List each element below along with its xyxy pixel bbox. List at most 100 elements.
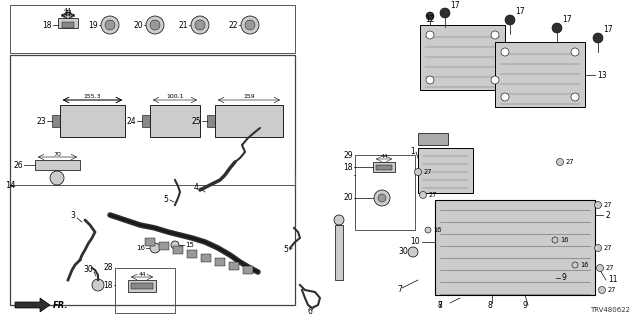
- Text: 18: 18: [104, 281, 113, 290]
- Bar: [187, 250, 197, 258]
- Circle shape: [92, 279, 104, 291]
- Bar: [207, 115, 215, 127]
- Bar: [62, 22, 74, 28]
- Circle shape: [425, 227, 431, 233]
- Bar: [115, 268, 175, 313]
- Text: 16: 16: [136, 245, 145, 251]
- Circle shape: [374, 190, 390, 206]
- Circle shape: [245, 20, 255, 30]
- Circle shape: [426, 76, 434, 84]
- Text: 44: 44: [64, 11, 72, 15]
- Text: 13: 13: [597, 70, 607, 79]
- Text: 4: 4: [193, 183, 198, 193]
- Text: 30: 30: [83, 266, 93, 275]
- Text: 11: 11: [608, 276, 618, 284]
- Polygon shape: [15, 298, 50, 312]
- Bar: [420, 25, 505, 90]
- Text: 5: 5: [283, 245, 288, 254]
- Text: 44: 44: [64, 12, 72, 18]
- Text: 27: 27: [606, 265, 614, 271]
- Text: 27: 27: [424, 169, 433, 175]
- Bar: [150, 105, 200, 137]
- Text: 5: 5: [163, 196, 168, 204]
- Bar: [215, 258, 225, 266]
- Bar: [215, 105, 283, 137]
- Text: 16: 16: [580, 262, 588, 268]
- Circle shape: [426, 12, 434, 20]
- Text: 12: 12: [425, 15, 435, 25]
- Bar: [243, 266, 253, 274]
- Circle shape: [491, 31, 499, 39]
- Circle shape: [426, 31, 434, 39]
- Text: 2: 2: [605, 211, 610, 220]
- Circle shape: [150, 243, 160, 253]
- Circle shape: [378, 194, 386, 202]
- Text: 16: 16: [560, 237, 568, 243]
- Circle shape: [552, 237, 558, 243]
- Circle shape: [501, 93, 509, 101]
- Text: 155.3: 155.3: [83, 94, 101, 100]
- Circle shape: [440, 8, 450, 18]
- Text: 14: 14: [5, 180, 15, 189]
- Bar: [52, 115, 60, 127]
- Circle shape: [595, 202, 602, 209]
- Text: 26: 26: [13, 161, 23, 170]
- Text: 17: 17: [603, 26, 612, 35]
- Circle shape: [557, 158, 563, 165]
- Text: 21: 21: [179, 20, 188, 29]
- Text: 15: 15: [185, 242, 194, 248]
- Text: 44: 44: [380, 155, 388, 159]
- Text: 7: 7: [438, 300, 442, 309]
- Text: 30: 30: [398, 247, 408, 257]
- Bar: [131, 283, 153, 289]
- Text: 1: 1: [410, 148, 415, 156]
- Text: 9: 9: [562, 274, 567, 283]
- Text: 22: 22: [228, 20, 238, 29]
- Text: 25: 25: [191, 116, 201, 125]
- Bar: [35, 160, 80, 170]
- Circle shape: [598, 286, 605, 293]
- Text: 27: 27: [604, 245, 612, 251]
- Bar: [335, 225, 343, 280]
- Text: 20: 20: [344, 194, 353, 203]
- Text: 70: 70: [53, 151, 61, 156]
- Text: 17: 17: [515, 7, 525, 17]
- Bar: [201, 254, 211, 262]
- Bar: [10, 5, 295, 53]
- Circle shape: [571, 93, 579, 101]
- Text: 27: 27: [608, 287, 616, 293]
- Text: 44: 44: [64, 8, 72, 13]
- Text: 7: 7: [397, 285, 403, 294]
- Text: 27: 27: [604, 202, 612, 208]
- Text: 17: 17: [450, 1, 460, 10]
- Circle shape: [595, 244, 602, 252]
- Circle shape: [552, 23, 562, 33]
- Text: 3: 3: [70, 211, 75, 220]
- Text: 10: 10: [410, 237, 420, 246]
- Circle shape: [415, 169, 422, 175]
- Bar: [128, 280, 156, 292]
- Circle shape: [334, 215, 344, 225]
- Circle shape: [191, 16, 209, 34]
- Text: 24: 24: [126, 116, 136, 125]
- Bar: [173, 246, 183, 254]
- Bar: [10, 55, 295, 305]
- Circle shape: [593, 33, 603, 43]
- Text: TRV480622: TRV480622: [590, 307, 630, 313]
- Circle shape: [501, 48, 509, 56]
- Text: 44: 44: [138, 271, 146, 276]
- Bar: [376, 165, 392, 170]
- Circle shape: [419, 191, 426, 198]
- Circle shape: [105, 20, 115, 30]
- Circle shape: [50, 171, 64, 185]
- Bar: [418, 148, 473, 193]
- Text: 18: 18: [42, 20, 52, 29]
- Text: 19: 19: [88, 20, 98, 29]
- Bar: [373, 162, 395, 172]
- Circle shape: [408, 247, 418, 257]
- Text: 100.1: 100.1: [166, 94, 184, 100]
- Text: 9: 9: [522, 300, 527, 309]
- Circle shape: [571, 48, 579, 56]
- Bar: [145, 238, 155, 246]
- Circle shape: [195, 20, 205, 30]
